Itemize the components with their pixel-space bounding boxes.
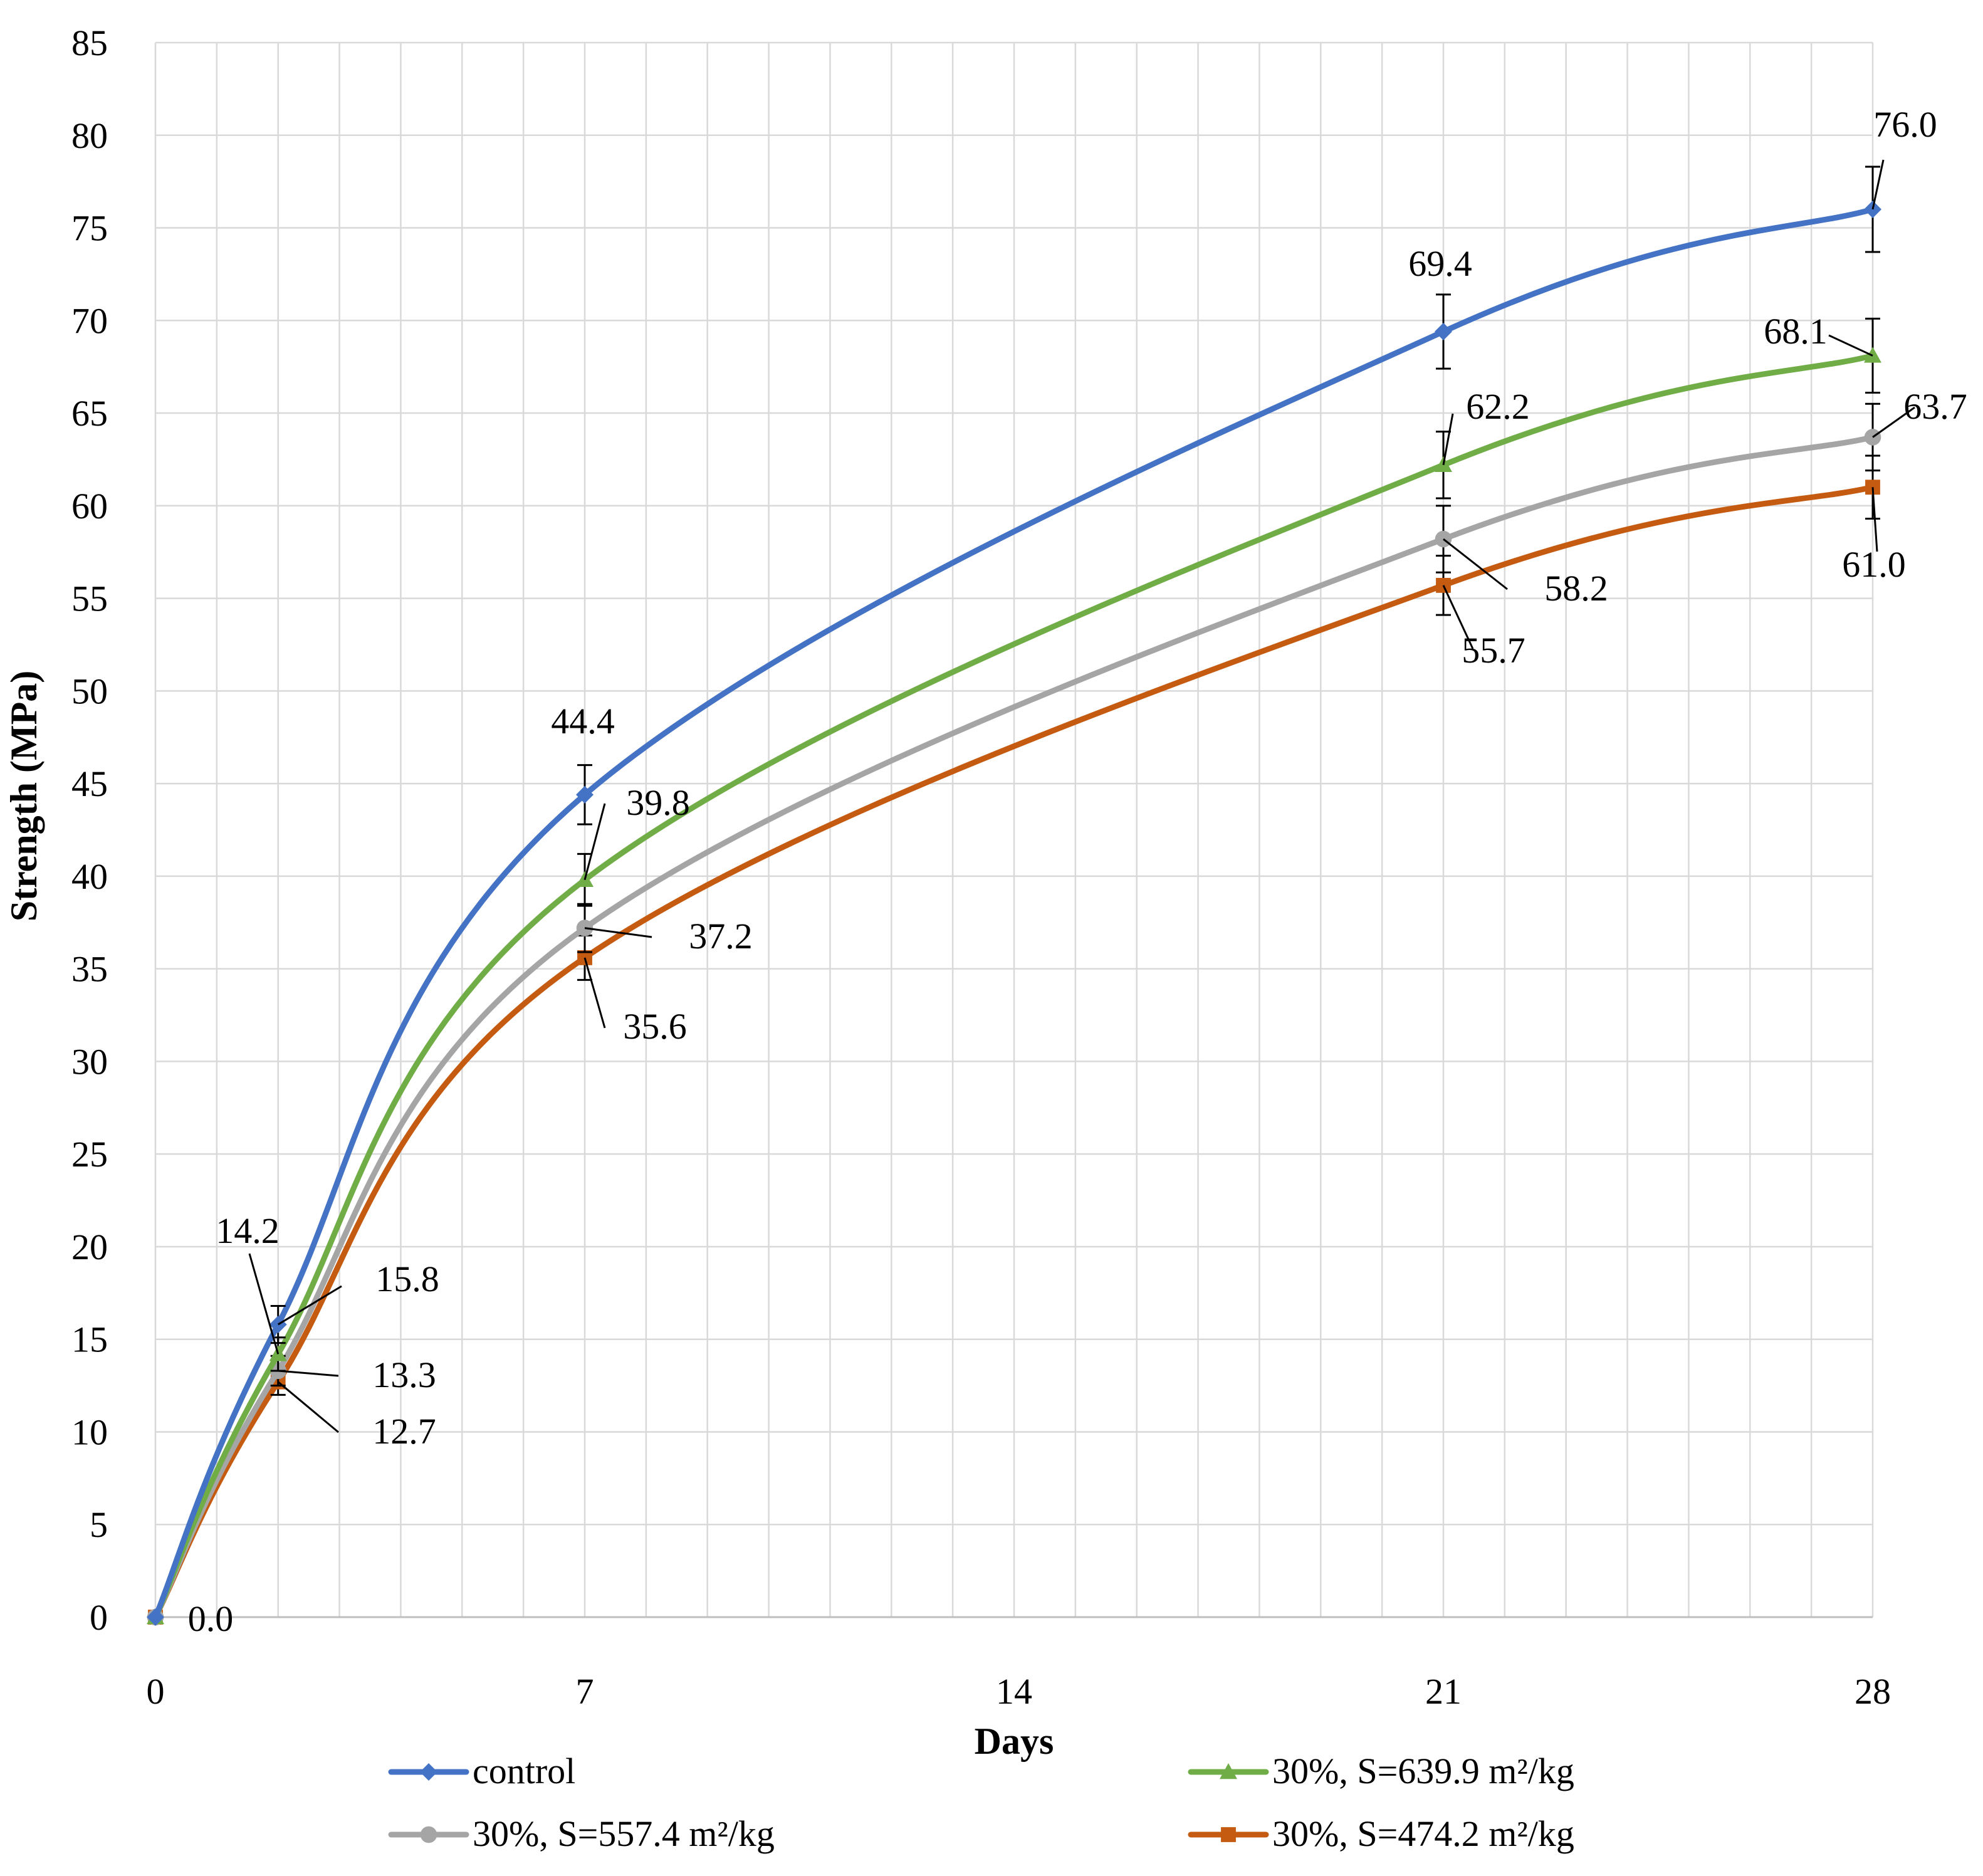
label-leader <box>1871 487 1878 552</box>
axes: 0 5 10 15 20 25 30 35 40 45 50 55 60 65 70 75 80 85 0 7 14 21… <box>71 23 1891 1712</box>
label-leader <box>277 1381 339 1433</box>
data-label: 69.4 <box>1408 243 1472 284</box>
label-leader <box>278 1370 339 1377</box>
data-label: 35.6 <box>623 1006 687 1047</box>
label-leader <box>1442 413 1454 466</box>
y-tick-label: 50 <box>71 671 108 711</box>
data-labels: 0.0 15.8 44.4 69.4 76.0 14.2 39.8 62.2 68.1 13.3 3… <box>188 104 1967 1639</box>
y-tick-label: 15 <box>71 1319 108 1360</box>
marker-square <box>1221 1827 1236 1842</box>
data-label: 15.8 <box>375 1259 439 1299</box>
data-label: 14.2 <box>216 1210 280 1251</box>
y-tick-label: 40 <box>71 856 108 897</box>
legend-item: 30%, S=474.2 m²/kg <box>1188 1813 1574 1854</box>
data-label: 12.7 <box>372 1411 436 1452</box>
y-tick-label: 60 <box>71 486 108 527</box>
legend-item: 30%, S=639.9 m²/kg <box>1188 1751 1574 1791</box>
y-tick-label: 20 <box>71 1227 108 1267</box>
label-leader <box>1828 334 1873 357</box>
data-label: 76.0 <box>1873 104 1937 145</box>
data-label: 61.0 <box>1842 544 1906 585</box>
legend-label: 30%, S=557.4 m²/kg <box>473 1813 775 1854</box>
label-leader <box>248 1253 280 1355</box>
marker-diamond <box>576 785 594 804</box>
x-tick-label: 21 <box>1425 1671 1462 1712</box>
data-label: 55.7 <box>1462 630 1525 671</box>
data-label: 63.7 <box>1903 386 1967 427</box>
legend-label: 30%, S=639.9 m²/kg <box>1272 1751 1574 1791</box>
marker-triangle <box>1220 1763 1237 1779</box>
label-leader <box>1442 585 1474 649</box>
marker-diamond <box>420 1763 437 1781</box>
label-leader <box>584 927 652 938</box>
series-line <box>152 484 1876 1620</box>
y-tick-label: 55 <box>71 579 108 619</box>
label-leader <box>277 1285 342 1326</box>
x-tick-label: 7 <box>576 1671 594 1712</box>
y-tick-label: 65 <box>71 393 108 434</box>
marker-diamond <box>147 1608 164 1626</box>
label-leader <box>583 803 606 881</box>
y-tick-label: 70 <box>71 300 108 341</box>
y-tick-label: 75 <box>71 208 108 249</box>
y-tick-label: 25 <box>71 1134 108 1175</box>
y-tick-label: 80 <box>71 115 108 156</box>
data-label: 68.1 <box>1764 311 1828 352</box>
data-label: 58.2 <box>1544 568 1608 609</box>
legend: control 30%, S=639.9 m²/kg 30%, S=557.4 m²… <box>388 1751 1574 1854</box>
y-tick-label: 30 <box>71 1041 108 1082</box>
y-tick-label: 10 <box>71 1412 108 1452</box>
x-tick-label: 14 <box>996 1671 1032 1712</box>
label-leader <box>1443 538 1508 590</box>
y-tick-label: 85 <box>71 23 108 63</box>
marker-square <box>1436 578 1451 593</box>
series-line <box>152 434 1876 1620</box>
data-label: 37.2 <box>689 916 753 956</box>
y-tick-label: 35 <box>71 949 108 990</box>
x-tick-label: 28 <box>1855 1671 1891 1712</box>
label-leader <box>583 957 606 1029</box>
marker-circle <box>420 1826 437 1843</box>
series-line <box>152 352 1876 1620</box>
marker-diamond <box>1435 323 1452 341</box>
legend-label: control <box>473 1751 575 1791</box>
x-tick-label: 0 <box>147 1671 165 1712</box>
y-tick-label: 45 <box>71 763 108 804</box>
data-label: 13.3 <box>372 1355 436 1395</box>
data-label: 62.2 <box>1466 386 1530 427</box>
y-tick-label: 5 <box>90 1504 108 1545</box>
legend-item: 30%, S=557.4 m²/kg <box>388 1813 775 1854</box>
label-leader <box>1871 159 1885 210</box>
y-tick-label: 0 <box>90 1597 108 1638</box>
data-label: 0.0 <box>188 1598 234 1639</box>
label-leader <box>1872 406 1915 438</box>
legend-item: control <box>388 1751 575 1791</box>
data-label: 44.4 <box>551 701 615 741</box>
y-axis-title: Strength (MPa) <box>3 671 44 922</box>
x-axis-title: Days <box>975 1721 1054 1762</box>
grid <box>154 41 1874 1618</box>
data-label: 39.8 <box>626 782 690 823</box>
legend-label: 30%, S=474.2 m²/kg <box>1272 1813 1574 1854</box>
series-line <box>152 206 1876 1620</box>
